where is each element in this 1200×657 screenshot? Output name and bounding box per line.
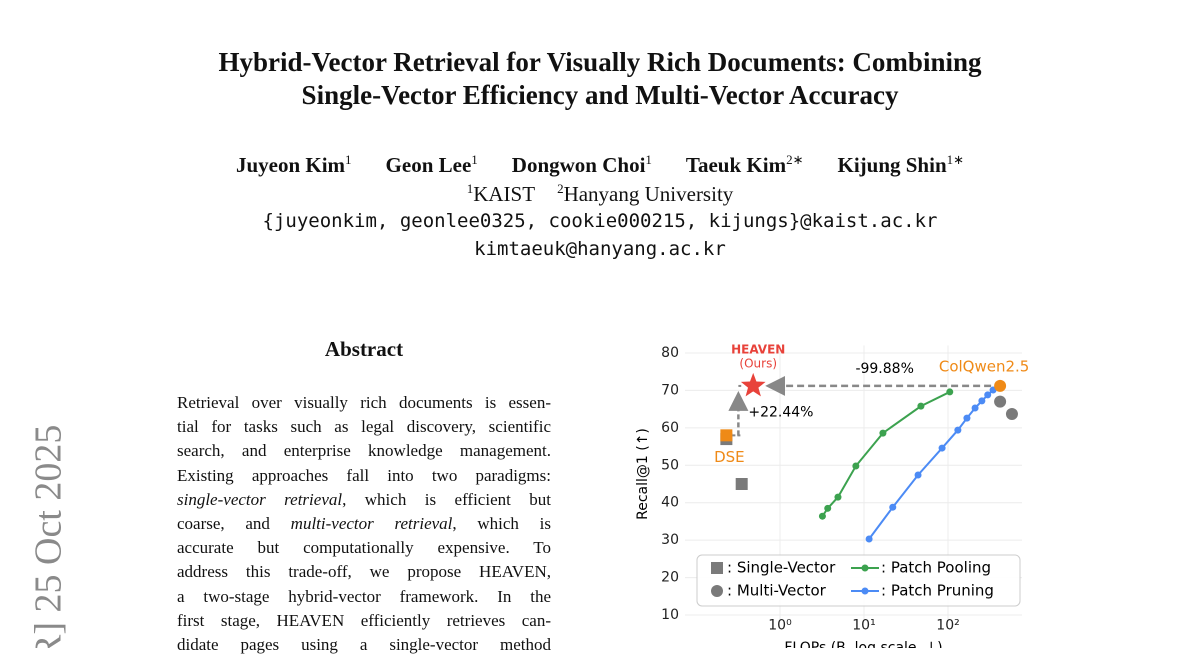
legend-label: : Multi-Vector xyxy=(727,582,827,600)
point xyxy=(938,444,946,452)
emphasis: single-vector retrieval xyxy=(177,489,343,509)
point xyxy=(994,395,1007,408)
point xyxy=(954,426,962,434)
y-axis-label: Recall@1 (↑) xyxy=(635,428,651,520)
title-line: Single-Vector Efficiency and Multi-Vecto… xyxy=(301,80,899,110)
point xyxy=(963,414,971,422)
y-tick-label: 40 xyxy=(661,495,679,511)
abstract-line: address this trade-off, we propose HEAVE… xyxy=(177,562,551,582)
text-segment: coarse, and xyxy=(177,514,291,534)
y-tick-label: 70 xyxy=(661,382,679,398)
point xyxy=(914,471,922,479)
annotation: +22.44% xyxy=(748,405,813,421)
author-mark: 1∗ xyxy=(946,152,965,167)
y-tick-label: 20 xyxy=(661,570,679,586)
abstract-heading: Abstract xyxy=(324,337,404,361)
x-tick-label: 10² xyxy=(936,618,959,634)
y-tick-label: 30 xyxy=(661,532,679,548)
x-tick-label: 10⁰ xyxy=(768,618,792,634)
point xyxy=(824,504,832,512)
paper-title: Hybrid-Vector Retrieval for Visually Ric… xyxy=(0,46,1200,112)
text-segment: , which is efficient but xyxy=(342,489,551,509)
point xyxy=(1005,408,1018,421)
author: Kijung Shin1∗ xyxy=(837,152,965,177)
affiliation-name: Hanyang University xyxy=(563,182,734,206)
point xyxy=(994,379,1007,392)
authors: Juyeon Kim1 Geon Lee1 Dongwon Choi1 Taeuk K… xyxy=(0,152,1200,178)
author-name: Dongwon Choi xyxy=(511,153,646,177)
legend-marker xyxy=(711,562,723,574)
point xyxy=(834,493,842,501)
abstract-line: single-vector retrieval, which is effici… xyxy=(177,488,551,512)
text-segment: , which is xyxy=(452,514,551,534)
author-name: Taeuk Kim xyxy=(685,153,787,177)
square-marker xyxy=(720,429,733,442)
abstract-line: tial for tasks such as legal discovery, … xyxy=(177,417,551,437)
series-line xyxy=(821,391,951,517)
series-line xyxy=(868,389,994,540)
abstract-line: first stage, HEAVEN efficiently retrieve… xyxy=(177,610,551,630)
abstract-line: Existing approaches fall into two paradi… xyxy=(177,465,551,485)
point-label: HEAVEN xyxy=(731,342,785,356)
email: {juyeonkim, geonlee0325, cookie000215, k… xyxy=(262,210,938,232)
abstract-line: coarse, and multi-vector retrieval, whic… xyxy=(177,512,551,536)
affiliation-mark: 1 xyxy=(466,181,474,196)
abstract-line: Retrieval over visually rich documents i… xyxy=(177,393,551,412)
legend-label: : Patch Pooling xyxy=(881,559,991,577)
affiliation: 2Hanyang University xyxy=(557,181,734,206)
y-tick-label: 60 xyxy=(661,420,679,436)
author-name: Juyeon Kim xyxy=(235,153,346,177)
legend-label: : Single-Vector xyxy=(727,559,836,577)
legend-marker xyxy=(711,585,723,597)
point xyxy=(865,535,873,543)
author: Juyeon Kim1 xyxy=(235,152,352,177)
author-mark: 1 xyxy=(471,152,478,167)
legend-box xyxy=(696,554,1021,607)
author: Dongwon Choi1 xyxy=(511,152,652,177)
author-name: Kijung Shin xyxy=(837,153,947,177)
legend-label: : Patch Pruning xyxy=(881,582,994,600)
title-line: Hybrid-Vector Retrieval for Visually Ric… xyxy=(218,47,982,77)
square-marker xyxy=(735,478,748,490)
y-tick-label: 80 xyxy=(661,345,679,361)
point xyxy=(889,503,897,511)
y-tick-label: 10 xyxy=(661,607,679,623)
affiliation: 1KAIST xyxy=(466,181,536,206)
x-tick-label: 10¹ xyxy=(852,618,875,634)
author-mark: 1 xyxy=(645,152,652,167)
star-marker xyxy=(740,372,766,397)
author-mark: 1 xyxy=(345,152,352,167)
point xyxy=(971,404,979,412)
affiliations: 1KAIST 2Hanyang University xyxy=(0,181,1200,207)
author-mark: 2∗ xyxy=(786,152,804,167)
annotation: -99.88% xyxy=(855,361,913,377)
point xyxy=(879,429,887,437)
author: Taeuk Kim2∗ xyxy=(685,152,804,177)
email: kimtaeuk@hanyang.ac.kr xyxy=(474,238,726,260)
arxiv-sidebar: R] 25 Oct 2025 xyxy=(28,425,70,648)
abstract-line: a two-stage hybrid-vector framework. In … xyxy=(177,586,551,606)
affiliation-name: KAIST xyxy=(473,182,536,206)
point xyxy=(978,397,986,405)
point xyxy=(946,388,954,396)
point xyxy=(852,462,860,470)
author-name: Geon Lee xyxy=(385,153,472,177)
point xyxy=(917,402,925,410)
point xyxy=(818,512,826,520)
legend-marker xyxy=(861,587,869,595)
y-tick-label: 50 xyxy=(661,457,679,473)
author: Geon Lee1 xyxy=(385,152,478,177)
point xyxy=(984,391,992,399)
affiliation-mark: 2 xyxy=(557,181,564,196)
point-sublabel: (Ours) xyxy=(739,356,777,370)
x-axis-label: FLOPs (B, log scale, ↓) xyxy=(784,640,942,648)
point-label: ColQwen2.5 xyxy=(939,357,1029,375)
point-label: DSE xyxy=(714,448,745,466)
legend-marker xyxy=(861,564,869,572)
abstract-line: accurate but computationally expensive. … xyxy=(177,538,551,558)
emphasis: multi-vector retrieval xyxy=(290,514,453,534)
abstract-line: search, and enterprise knowledge managem… xyxy=(177,441,551,461)
